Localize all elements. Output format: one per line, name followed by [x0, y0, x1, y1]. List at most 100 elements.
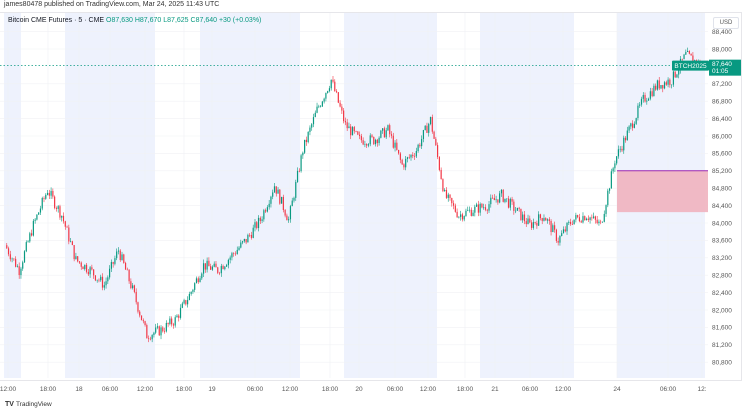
candle	[376, 139, 378, 144]
candle	[460, 214, 462, 217]
time-axis-label: 21	[491, 386, 499, 393]
candle	[461, 214, 464, 220]
candle	[268, 203, 270, 208]
candle	[593, 216, 595, 218]
candle	[75, 256, 77, 260]
candle	[608, 188, 611, 191]
tv-logo-icon: TV	[5, 401, 14, 408]
candle	[500, 189, 503, 194]
candle	[178, 315, 180, 318]
candle	[674, 71, 676, 78]
currency-button[interactable]: USD	[713, 17, 739, 29]
candle	[589, 217, 591, 220]
candle	[41, 198, 43, 209]
candle	[135, 291, 137, 303]
candle	[332, 79, 334, 82]
candle	[587, 218, 589, 220]
candle	[433, 131, 435, 139]
candle	[447, 194, 449, 198]
candle	[192, 289, 194, 292]
candle	[325, 92, 327, 99]
candle	[298, 170, 300, 172]
candle	[296, 170, 299, 183]
candle	[181, 303, 183, 308]
candle	[516, 207, 518, 211]
candle	[284, 209, 286, 216]
candle	[171, 318, 173, 325]
price-axis-label: 82,400	[712, 290, 732, 297]
candle	[672, 71, 675, 85]
candle	[415, 151, 417, 157]
candle	[261, 219, 263, 221]
candle	[240, 242, 242, 248]
candle	[316, 106, 318, 113]
candle	[39, 208, 42, 213]
candle	[504, 198, 506, 202]
candle	[681, 58, 683, 60]
candle	[149, 338, 151, 340]
legend-change: +30 (+0.03%)	[218, 17, 262, 24]
candle	[162, 327, 164, 332]
candle	[93, 269, 95, 276]
candle	[541, 218, 543, 221]
time-axis-label: 18:00	[176, 386, 193, 393]
candle	[300, 155, 302, 172]
candle	[6, 245, 8, 249]
candle	[371, 135, 373, 137]
candle	[410, 154, 412, 158]
candle	[307, 131, 309, 143]
candle	[146, 325, 148, 339]
candle	[630, 123, 632, 127]
candle	[68, 227, 70, 242]
candle	[222, 265, 224, 270]
candle	[140, 315, 143, 321]
candle	[55, 207, 58, 209]
candle	[148, 338, 150, 339]
candle	[100, 276, 102, 281]
candle	[291, 200, 293, 207]
candle	[22, 262, 24, 269]
candle	[396, 142, 398, 150]
candle	[48, 192, 50, 196]
candle	[215, 263, 217, 268]
candle	[495, 199, 497, 201]
session-band	[4, 13, 21, 378]
candle	[121, 254, 123, 261]
candle	[43, 198, 45, 199]
candle	[263, 210, 265, 220]
time-axis-label: 06:00	[102, 386, 119, 393]
candle	[272, 192, 274, 197]
candle	[640, 98, 643, 105]
candle	[497, 199, 499, 203]
candle	[397, 149, 400, 154]
candle	[130, 281, 132, 289]
candle	[577, 215, 579, 218]
candle	[38, 212, 40, 215]
candle	[288, 219, 290, 221]
candle	[633, 123, 636, 128]
candle	[45, 194, 47, 199]
candle	[87, 271, 89, 275]
candle	[62, 215, 65, 222]
candle	[582, 216, 584, 223]
time-axis-label: 06:00	[660, 386, 677, 393]
candle	[210, 266, 212, 270]
candle	[550, 220, 552, 233]
candle	[286, 215, 288, 221]
candle	[54, 196, 56, 208]
candle	[477, 204, 479, 213]
candle	[105, 281, 107, 286]
candle	[424, 125, 426, 131]
time-axis-label: 24	[613, 386, 621, 393]
candle	[318, 106, 320, 108]
candle	[344, 121, 347, 123]
candle	[57, 206, 59, 209]
candle	[160, 327, 162, 336]
candle	[167, 322, 169, 325]
candle	[405, 158, 407, 168]
candle	[580, 221, 582, 223]
candle	[11, 258, 13, 260]
candle	[456, 211, 458, 218]
candle	[619, 148, 621, 150]
